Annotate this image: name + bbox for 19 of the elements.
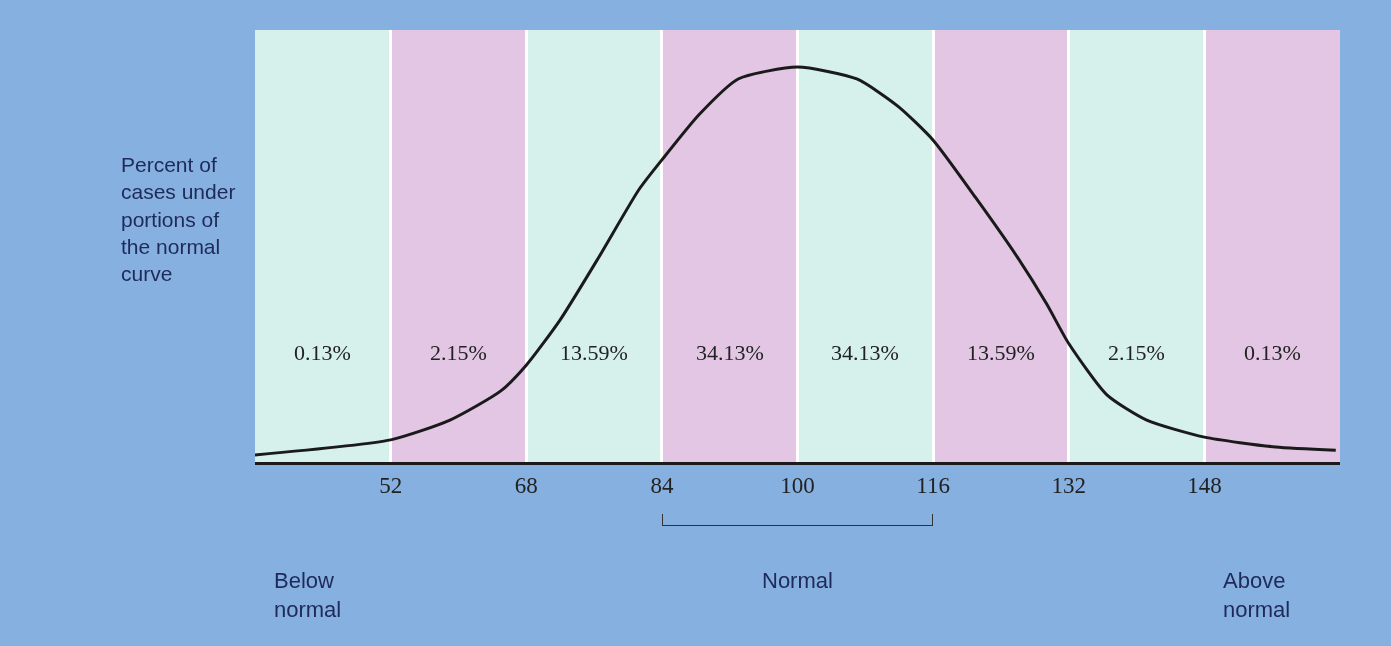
- annotation: 34.13%: [831, 340, 899, 365]
- annotation: 0.13%: [294, 340, 351, 365]
- text: Above normal: [1223, 568, 1291, 622]
- annotation: 34.13%: [696, 340, 764, 365]
- x-tick-label: 100: [780, 472, 815, 498]
- annotation: 13.59%: [560, 340, 628, 365]
- text: Below normal: [274, 568, 342, 622]
- annotation: 2.15%: [430, 340, 487, 365]
- x-tick-label: 132: [1051, 472, 1086, 498]
- annotation: 13.59%: [967, 340, 1035, 365]
- text: Normal: [762, 568, 833, 593]
- x-tick-label: 148: [1187, 472, 1222, 498]
- y-axis-title: Percent of cases under portions of the normal curve: [121, 153, 236, 286]
- annotation: 2.15%: [1108, 340, 1165, 365]
- x-tick-label: 116: [916, 472, 950, 498]
- x-tick-label: 84: [650, 472, 674, 498]
- annotation: 0.13%: [1244, 340, 1301, 365]
- x-tick-label: 52: [379, 472, 403, 498]
- x-tick-label: 68: [514, 472, 538, 498]
